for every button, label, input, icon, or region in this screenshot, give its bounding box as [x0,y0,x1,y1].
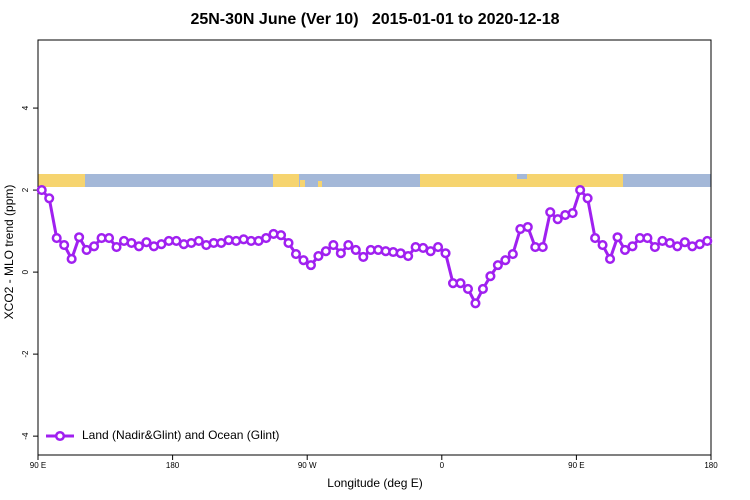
data-point [672,241,683,252]
y-tick-label: 2 [21,187,30,192]
legend-label: Land (Nadir&Glint) and Ocean (Glint) [82,428,279,442]
y-tick-label: 0 [21,269,30,274]
data-point [66,253,77,265]
y-tick-label: 4 [21,105,30,110]
x-tick-label: 180 [166,461,180,470]
data-point [403,251,414,262]
data-point [567,208,578,219]
data-point [51,233,62,244]
data-point [649,242,660,253]
data-point [702,235,713,246]
data-point [305,260,316,271]
legend-item: Land (Nadir&Glint) and Ocean (Glint) [46,428,279,442]
data-point [358,251,369,262]
chart-title: 25N-30N June (Ver 10) 2015-01-01 to 2020… [190,11,559,28]
data-point [36,185,47,196]
data-point [545,207,556,218]
data-point [320,246,331,257]
data-point [612,232,623,243]
data-point [522,221,533,233]
data-point [582,193,593,204]
data-point [485,271,496,282]
data-point [619,244,631,256]
data-point [335,248,346,259]
data-point [350,244,361,256]
x-tick-label: 0 [440,461,445,470]
legend-marker [54,430,66,442]
data-point [59,239,70,251]
data-point [290,249,302,260]
data-point [328,239,339,251]
data-point [440,248,451,259]
y-axis-label: XCO2 - MLO trend (ppm) [2,185,16,320]
data-point [81,244,92,256]
data-point [605,253,616,265]
x-tick-label: 90 E [30,461,46,470]
plot-frame [37,39,712,456]
data-point [462,283,474,294]
data-point [133,241,144,252]
data-point [89,241,100,252]
data-point [470,298,481,309]
land-ocean-strip [38,174,711,187]
data-point [74,232,85,243]
data-point [477,283,488,294]
data-point [575,185,586,196]
data-point [425,246,436,257]
data-point [679,237,690,248]
x-axis-label: Longitude (deg E) [327,476,422,490]
data-point [111,242,122,253]
x-tick-label: 90 W [298,461,317,470]
x-tick-label: 180 [704,461,718,470]
x-tick-label: 90 E [568,461,584,470]
data-point [537,242,548,253]
y-tick-label: -2 [21,350,30,358]
data-point [627,241,638,252]
data-point [298,255,309,266]
y-tick-label: -4 [21,432,30,440]
data-point [507,249,518,260]
data-point [141,237,152,248]
data-point [433,242,444,253]
data-point [193,235,204,246]
data-point [597,239,608,251]
data-point [103,233,115,244]
data-point [500,255,511,266]
data-point [492,260,503,271]
data-point [455,278,466,289]
data-point [44,193,55,204]
data-point [261,233,272,244]
data-point [642,233,653,244]
data-point [275,230,287,241]
data-point [552,214,563,225]
data-point [343,239,354,251]
data-point [283,237,294,249]
data-point [313,251,324,262]
data-point [590,233,601,244]
